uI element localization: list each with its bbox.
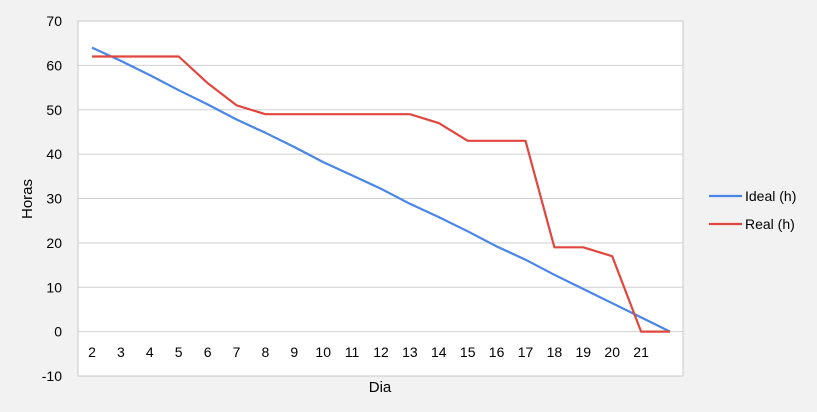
x-tick-label: 21 [633,344,649,360]
x-tick-label: 20 [604,344,620,360]
x-axis-title: Dia [369,379,392,396]
y-tick-label: 60 [46,57,62,73]
x-tick-label: 2 [88,344,96,360]
legend: Ideal (h) Real (h) [709,188,796,232]
y-tick-label: 50 [46,102,62,118]
y-axis-ticks: -10 0 10 20 30 40 50 60 70 [42,13,62,384]
x-tick-label: 8 [262,344,270,360]
x-tick-label: 14 [431,344,447,360]
x-tick-label: 15 [460,344,476,360]
x-tick-label: 4 [146,344,154,360]
plot-border [77,20,684,377]
series-line-ideal [91,46,671,333]
y-tick-label: 70 [46,13,62,29]
y-tick-label: 20 [46,235,62,251]
x-tick-label: 13 [402,344,418,360]
legend-label: Ideal (h) [745,188,796,204]
y-axis-title: Horas [19,179,36,219]
x-tick-label: 12 [373,344,389,360]
x-tick-label: 16 [489,344,505,360]
y-tick-label: -10 [42,368,62,384]
x-tick-label: 5 [175,344,183,360]
x-tick-label: 3 [117,344,125,360]
x-tick-label: 18 [547,344,563,360]
gridlines [77,20,684,377]
x-tick-label: 19 [576,344,592,360]
y-tick-label: 40 [46,146,62,162]
y-tick-label: 10 [46,279,62,295]
y-tick-label: 0 [54,324,62,340]
x-tick-label: 10 [315,344,331,360]
series-lines [91,46,671,333]
legend-label: Real (h) [745,216,795,232]
y-tick-label: 30 [46,191,62,207]
x-tick-label: 11 [345,344,360,360]
x-axis-ticks: 2 3 4 5 6 7 8 9 10 11 12 13 14 15 16 17 18 19 20 21 [88,344,649,360]
x-tick-label: 9 [290,344,298,360]
x-tick-label: 7 [233,344,241,360]
x-tick-label: 17 [518,344,534,360]
x-tick-label: 6 [204,344,212,360]
series-line-real [92,55,670,333]
